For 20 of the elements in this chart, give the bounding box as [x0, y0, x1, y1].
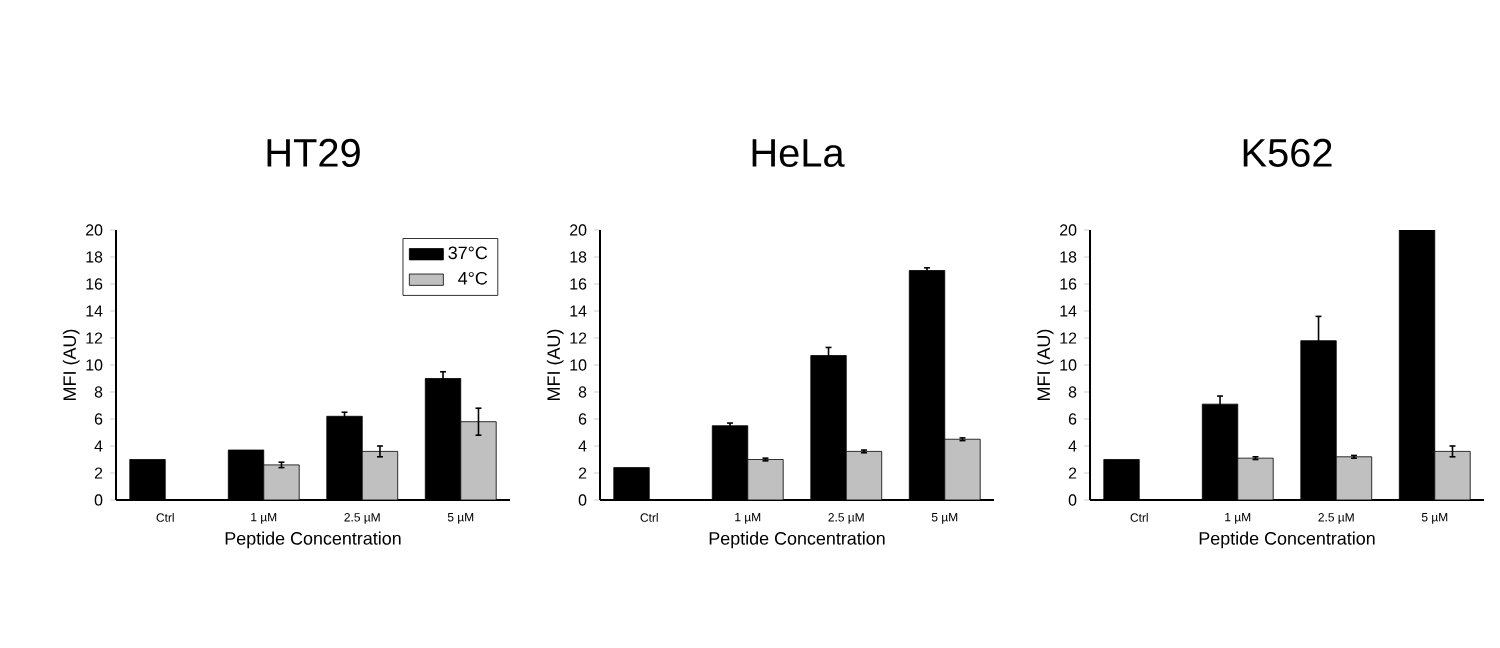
y-axis-title: MFI (AU): [546, 329, 564, 400]
bar: [944, 438, 981, 500]
x-axis-title: Peptide Concentration: [1199, 531, 1375, 549]
chart-title: HeLa: [752, 139, 845, 167]
x-axis-title: Peptide Concentration: [709, 531, 885, 549]
bar: [1335, 456, 1373, 500]
chart-title: K562: [1243, 138, 1332, 167]
bar: [263, 464, 300, 500]
chart-title: HT29: [267, 138, 360, 167]
bar: [747, 459, 784, 500]
bar: [1237, 457, 1274, 500]
y-axis-title: MFI (AU): [1036, 329, 1054, 400]
bar: [1434, 451, 1471, 500]
legend-label: 37°C: [448, 246, 488, 260]
x-axis-title: Peptide Concentration: [225, 531, 401, 549]
bar: [845, 451, 883, 500]
y-axis-title: MFI (AU): [62, 329, 80, 400]
bar: [460, 421, 497, 500]
legend-label: 4°C: [458, 271, 488, 285]
bar: [361, 451, 399, 500]
